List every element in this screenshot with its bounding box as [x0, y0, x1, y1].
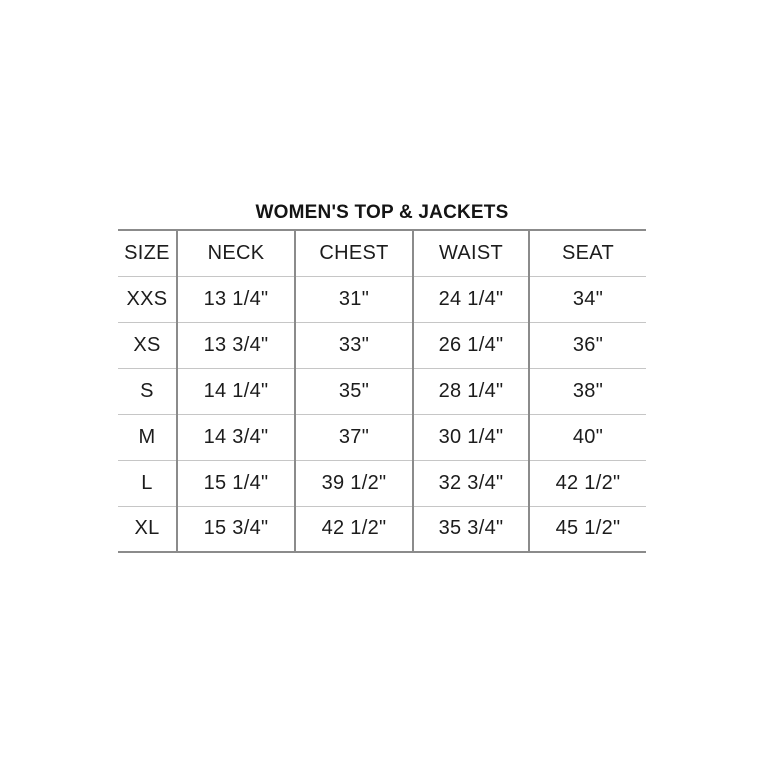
cell-neck: 15 1/4" — [177, 460, 296, 507]
cell-neck: 14 1/4" — [177, 368, 296, 415]
cell-waist: 26 1/4" — [413, 322, 530, 369]
cell-waist: 32 3/4" — [413, 460, 530, 507]
cell-seat: 34" — [529, 276, 646, 323]
table-row-xxs: XXS 13 1/4" 31" 24 1/4" 34" — [118, 276, 646, 323]
cell-seat: 45 1/2" — [529, 506, 646, 553]
cell-waist: 24 1/4" — [413, 276, 530, 323]
table-row-s: S 14 1/4" 35" 28 1/4" 38" — [118, 368, 646, 415]
table-row-l: L 15 1/4" 39 1/2" 32 3/4" 42 1/2" — [118, 460, 646, 507]
cell-seat: 36" — [529, 322, 646, 369]
table-row-m: M 14 3/4" 37" 30 1/4" 40" — [118, 414, 646, 461]
cell-chest: 37" — [295, 414, 414, 461]
cell-waist: 35 3/4" — [413, 506, 530, 553]
cell-seat: 40" — [529, 414, 646, 461]
column-header-chest: CHEST — [295, 230, 414, 277]
cell-neck: 13 1/4" — [177, 276, 296, 323]
column-header-waist: WAIST — [413, 230, 530, 277]
cell-neck: 15 3/4" — [177, 506, 296, 553]
table-header-row: SIZE NECK CHEST WAIST SEAT — [118, 230, 646, 277]
table-row-xs: XS 13 3/4" 33" 26 1/4" 36" — [118, 322, 646, 369]
cell-chest: 31" — [295, 276, 414, 323]
cell-neck: 14 3/4" — [177, 414, 296, 461]
row-label-size: S — [118, 368, 178, 415]
row-label-size: XS — [118, 322, 178, 369]
size-chart: WOMEN'S TOP & JACKETS SIZE NECK CHEST WA… — [118, 201, 646, 553]
cell-chest: 35" — [295, 368, 414, 415]
cell-chest: 33" — [295, 322, 414, 369]
cell-waist: 30 1/4" — [413, 414, 530, 461]
cell-seat: 38" — [529, 368, 646, 415]
column-header-seat: SEAT — [529, 230, 646, 277]
row-label-size: M — [118, 414, 178, 461]
cell-chest: 39 1/2" — [295, 460, 414, 507]
cell-neck: 13 3/4" — [177, 322, 296, 369]
row-label-size: L — [118, 460, 178, 507]
row-label-size: XL — [118, 506, 178, 553]
column-header-neck: NECK — [177, 230, 296, 277]
table-row-xl: XL 15 3/4" 42 1/2" 35 3/4" 45 1/2" — [118, 506, 646, 553]
chart-title: WOMEN'S TOP & JACKETS — [255, 202, 509, 223]
cell-seat: 42 1/2" — [529, 460, 646, 507]
size-chart-table: SIZE NECK CHEST WAIST SEAT XXS 13 1/4" 3… — [118, 229, 646, 553]
cell-chest: 42 1/2" — [295, 506, 414, 553]
column-header-size: SIZE — [118, 230, 178, 277]
cell-waist: 28 1/4" — [413, 368, 530, 415]
row-label-size: XXS — [118, 276, 178, 323]
